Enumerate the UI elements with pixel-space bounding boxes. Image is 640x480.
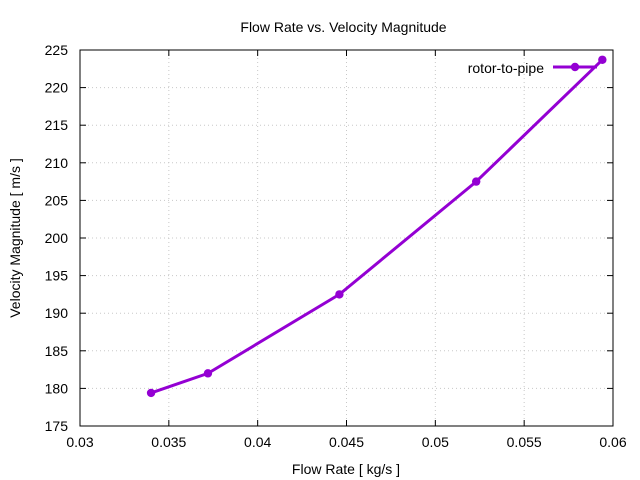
series-group	[146, 55, 607, 398]
legend-marker	[570, 62, 580, 72]
series-line	[150, 58, 604, 395]
x-tick-label: 0.03	[66, 434, 93, 450]
x-axis-label: Flow Rate [ kg/s ]	[292, 461, 400, 477]
y-tick-label: 200	[45, 230, 69, 246]
y-tick-label: 205	[45, 192, 69, 208]
x-tick-label: 0.055	[507, 434, 542, 450]
legend-label: rotor-to-pipe	[468, 60, 544, 76]
data-point	[203, 369, 213, 378]
plot-frame	[79, 49, 614, 427]
y-tick-label: 175	[45, 418, 69, 434]
x-tick-label: 0.035	[151, 434, 186, 450]
y-tick-label: 225	[45, 42, 69, 58]
grid	[80, 50, 613, 426]
chart-title: Flow Rate vs. Velocity Magnitude	[240, 19, 446, 35]
data-point	[598, 55, 607, 64]
x-tick-label: 0.045	[329, 434, 364, 450]
y-tick-label: 190	[45, 305, 69, 321]
x-tick-label: 0.04	[244, 434, 271, 450]
y-tick-label: 195	[45, 268, 69, 284]
y-tick-label: 215	[45, 117, 69, 133]
x-ticks: 0.03 0.035 0.04 0.045 0.05 0.055 0.06	[66, 50, 627, 450]
y-tick-label: 180	[45, 380, 69, 396]
y-axis-label: Velocity Magnitude [ m/s ]	[7, 158, 23, 318]
x-tick-label: 0.06	[599, 434, 626, 450]
data-point	[471, 177, 481, 186]
legend: rotor-to-pipe	[468, 60, 597, 76]
x-tick-label: 0.05	[422, 434, 449, 450]
y-ticks: 175 180 185 190 195 200 205 210 215 220 225	[45, 42, 613, 434]
y-tick-label: 210	[45, 155, 69, 171]
data-point	[146, 388, 156, 398]
data-point	[335, 290, 344, 299]
y-tick-label: 185	[45, 343, 69, 359]
y-tick-label: 220	[45, 80, 69, 96]
